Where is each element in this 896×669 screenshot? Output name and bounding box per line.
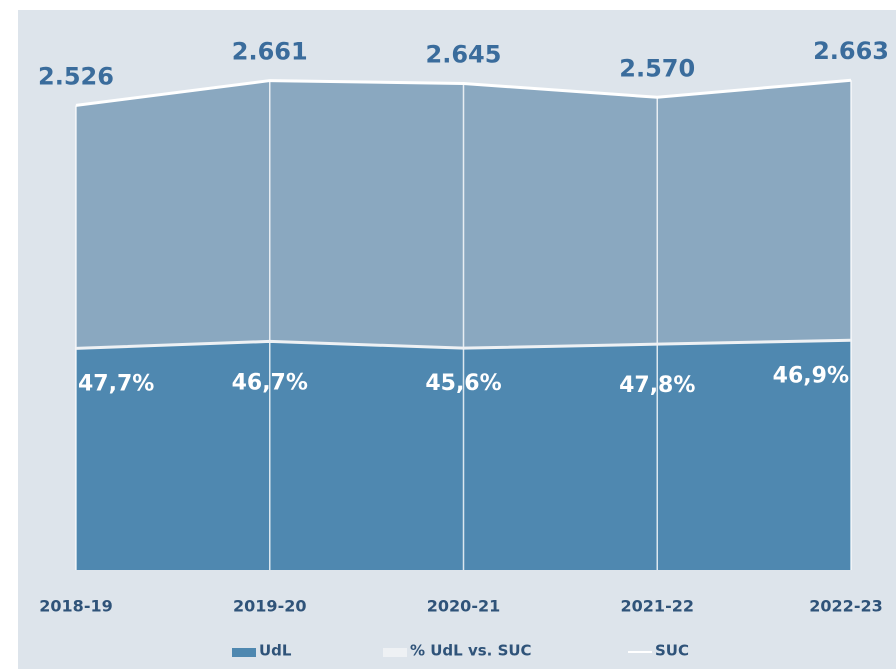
suc-label: 2.526: [38, 62, 114, 90]
suc-label: 2.661: [232, 38, 308, 66]
legend-label: SUC: [655, 642, 689, 660]
x-tick-label: 2020-21: [427, 597, 500, 616]
pct-label: 47,7%: [78, 371, 154, 396]
legend-label: % UdL vs. SUC: [410, 642, 532, 660]
pct-label: 46,7%: [232, 370, 308, 395]
x-tick-label: 2022-23: [809, 597, 882, 616]
pct-label: 47,8%: [619, 373, 695, 398]
pct-label: 45,6%: [425, 371, 501, 396]
suc-label: 2.645: [426, 41, 502, 69]
legend-swatch: [383, 648, 407, 657]
x-tick-label: 2018-19: [39, 597, 112, 616]
udl-line: [75, 338, 852, 350]
legend-label: UdL: [259, 642, 292, 660]
suc-line: [75, 78, 852, 107]
suc-label: 2.570: [619, 54, 695, 82]
suc-label: 2.663: [813, 37, 889, 65]
x-tick-label: 2021-22: [621, 597, 694, 616]
pct-label: 46,9%: [773, 363, 849, 388]
legend-swatch: [232, 648, 256, 657]
x-tick-label: 2019-20: [233, 597, 306, 616]
